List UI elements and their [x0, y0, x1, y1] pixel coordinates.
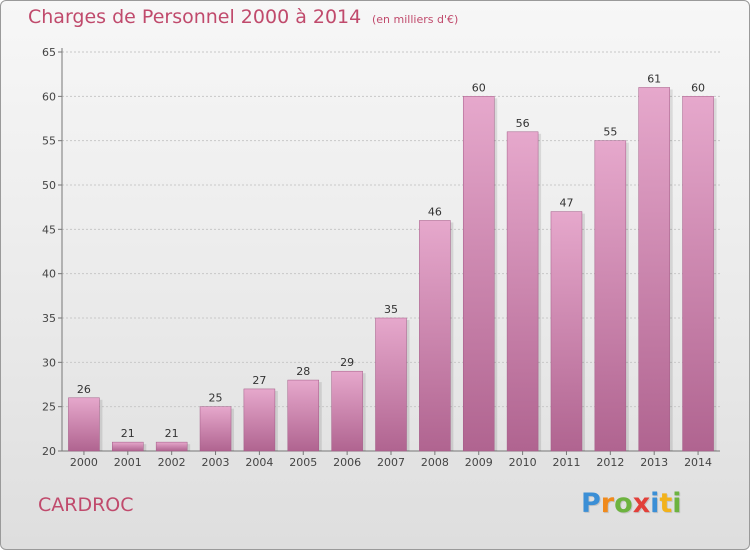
proxiti-logo: Proxiti — [581, 488, 682, 519]
y-tick-label: 35 — [42, 312, 56, 325]
logo-letter: x — [632, 488, 651, 519]
x-tick-label: 2012 — [596, 456, 624, 469]
bar — [638, 87, 670, 452]
data-label: 55 — [603, 126, 617, 139]
bar — [419, 220, 451, 452]
y-tick-label: 45 — [42, 223, 56, 236]
x-tick-label: 2008 — [421, 456, 449, 469]
x-tick-label: 2009 — [465, 456, 493, 469]
data-label: 46 — [428, 205, 442, 218]
y-tick-label: 50 — [42, 179, 56, 192]
bar — [287, 379, 320, 452]
data-label: 25 — [209, 392, 223, 405]
bar — [243, 388, 276, 452]
x-tick-label: 2002 — [158, 456, 186, 469]
bar — [594, 140, 627, 452]
bar — [506, 131, 539, 452]
y-tick-label: 65 — [42, 46, 56, 59]
chart-title: Charges de Personnel 2000 à 2014 — [28, 6, 362, 28]
bar — [682, 96, 714, 452]
data-label: 28 — [296, 365, 310, 378]
bar — [199, 406, 232, 452]
data-label: 60 — [691, 81, 705, 94]
bar — [155, 441, 188, 452]
data-label: 26 — [77, 383, 91, 396]
data-label: 21 — [121, 427, 135, 440]
y-tick-label: 25 — [42, 401, 56, 414]
y-tick-label: 40 — [42, 268, 56, 281]
bars — [68, 87, 717, 452]
bar — [550, 211, 583, 452]
data-label: 47 — [559, 197, 573, 210]
chart-subtitle: (en milliers d'€) — [372, 13, 459, 26]
logo-letter: t — [659, 488, 673, 519]
data-label: 21 — [165, 427, 179, 440]
bar — [68, 397, 100, 452]
bar — [112, 441, 144, 452]
x-tick-label: 2007 — [377, 456, 405, 469]
y-tick-label: 30 — [42, 356, 56, 369]
bar — [375, 317, 407, 452]
x-tick-label: 2004 — [245, 456, 273, 469]
data-label: 27 — [252, 374, 266, 387]
x-tick-label: 2006 — [333, 456, 361, 469]
commune-name: CARDROC — [38, 494, 134, 516]
x-tick-label: 2001 — [114, 456, 142, 469]
data-label: 60 — [472, 81, 486, 94]
data-label: 61 — [647, 72, 661, 85]
x-tick-label: 2005 — [289, 456, 317, 469]
x-tick-label: 2000 — [70, 456, 98, 469]
data-label: 29 — [340, 356, 354, 369]
bar — [462, 96, 495, 452]
data-labels: 26 21 21 25 27 28 29 35 46 60 56 47 55 61 60 — [77, 72, 705, 440]
x-tick-label: 2014 — [684, 456, 712, 469]
y-tick-label: 60 — [42, 90, 56, 103]
data-label: 35 — [384, 303, 398, 316]
logo-letter: r — [600, 488, 615, 519]
logo-letter: i — [650, 488, 660, 519]
y-tick-label: 20 — [42, 445, 56, 458]
x-tick-label: 2013 — [640, 456, 668, 469]
bar — [331, 370, 363, 452]
data-label: 56 — [516, 117, 530, 130]
x-tick-label: 2011 — [552, 456, 580, 469]
logo-letter: i — [672, 488, 682, 519]
logo-letter: P — [581, 488, 601, 519]
x-tick-label: 2003 — [202, 456, 230, 469]
y-tick-label: 55 — [42, 135, 56, 148]
x-tick-label: 2010 — [509, 456, 537, 469]
logo-letter: o — [614, 488, 633, 519]
